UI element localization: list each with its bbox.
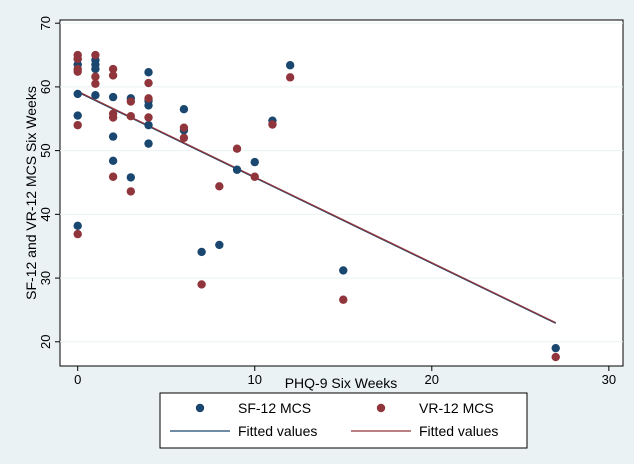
data-point-s1-28 [339,295,348,304]
y-tick-label: 60 [38,80,53,94]
data-point-s1-3 [73,67,82,76]
data-point-s0-26 [285,61,295,70]
legend-label-fit-vr12: Fitted values [419,423,498,439]
data-point-s1-26 [268,120,277,129]
data-point-s0-4 [73,221,82,231]
data-point-s1-12 [108,113,118,122]
x-tick-label: 20 [425,372,439,387]
data-point-s1-24 [232,144,242,153]
data-point-s0-22 [215,240,224,250]
data-point-s0-3 [73,111,82,120]
data-point-s0-10 [108,132,118,141]
x-tick-label: 30 [602,372,616,387]
x-tick-label: 0 [74,372,81,387]
x-axis-title: PHQ-9 Six Weeks [285,375,398,391]
y-tick-label: 40 [38,207,53,221]
x-axis: 0 10 20 30 [74,366,616,387]
data-point-s1-5 [73,229,82,239]
plot-area [59,19,624,367]
data-point-s1-23 [215,182,224,191]
data-point-s1-29 [551,352,560,362]
data-point-s0-14 [144,68,153,77]
legend-label-fit-sf12: Fitted values [238,423,317,439]
y-axis: 20 30 40 50 60 70 [38,16,60,349]
data-point-s1-25 [250,172,259,181]
data-point-s0-7 [91,64,100,74]
data-point-s0-17 [144,120,153,130]
data-point-s1-18 [144,94,153,103]
data-point-s1-6 [91,50,100,60]
legend-marker-sf12 [195,403,205,413]
data-point-s1-17 [144,78,153,88]
fitted-lines [77,90,557,324]
data-point-s1-21 [179,133,189,143]
data-point-s0-11 [108,156,118,166]
legend-box [159,392,528,449]
data-point-s1-4 [73,120,82,130]
data-point-s1-14 [126,97,136,106]
legend-marker-vr12 [376,403,386,413]
y-tick-label: 70 [38,16,53,30]
legend-label-vr12: VR-12 MCS [419,400,494,416]
data-point-s1-8 [91,79,100,88]
legend-label-sf12: SF-12 MCS [238,400,311,416]
data-point-s0-2 [73,89,82,99]
data-point-s1-16 [126,187,136,196]
data-point-s1-22 [197,280,206,289]
data-point-s1-13 [108,172,118,181]
data-point-s1-27 [285,73,295,82]
data-point-s1-1 [73,54,82,64]
data-point-s0-23 [232,165,242,174]
x-tick-label: 10 [248,372,262,387]
data-point-s1-10 [108,71,118,80]
legend: SF-12 MCS VR-12 MCS Fitted values Fitted… [159,392,528,449]
data-point-s1-19 [144,113,153,122]
data-point-s0-13 [126,173,136,182]
data-point-s0-24 [250,157,259,167]
data-point-s1-9 [108,64,118,74]
data-point-s0-8 [91,90,100,100]
gridlines [60,22,623,343]
fitted-line-3 [77,90,557,324]
y-tick-label: 20 [38,335,53,349]
data-point-s0-19 [179,105,189,114]
data-point-s0-27 [339,266,348,275]
y-axis-title: SF-12 and VR-12 MCS Six Weeks [23,86,39,300]
data-point-s1-7 [91,72,100,81]
data-points [73,50,560,362]
y-tick-label: 30 [38,271,53,285]
data-point-s0-9 [108,92,118,102]
y-tick-label: 50 [38,143,53,157]
data-point-s0-18 [144,139,153,148]
data-point-s0-16 [144,101,153,110]
data-point-s1-15 [126,112,136,121]
data-point-s0-28 [551,343,560,353]
data-point-s1-20 [179,123,189,132]
data-point-s0-21 [197,247,206,257]
